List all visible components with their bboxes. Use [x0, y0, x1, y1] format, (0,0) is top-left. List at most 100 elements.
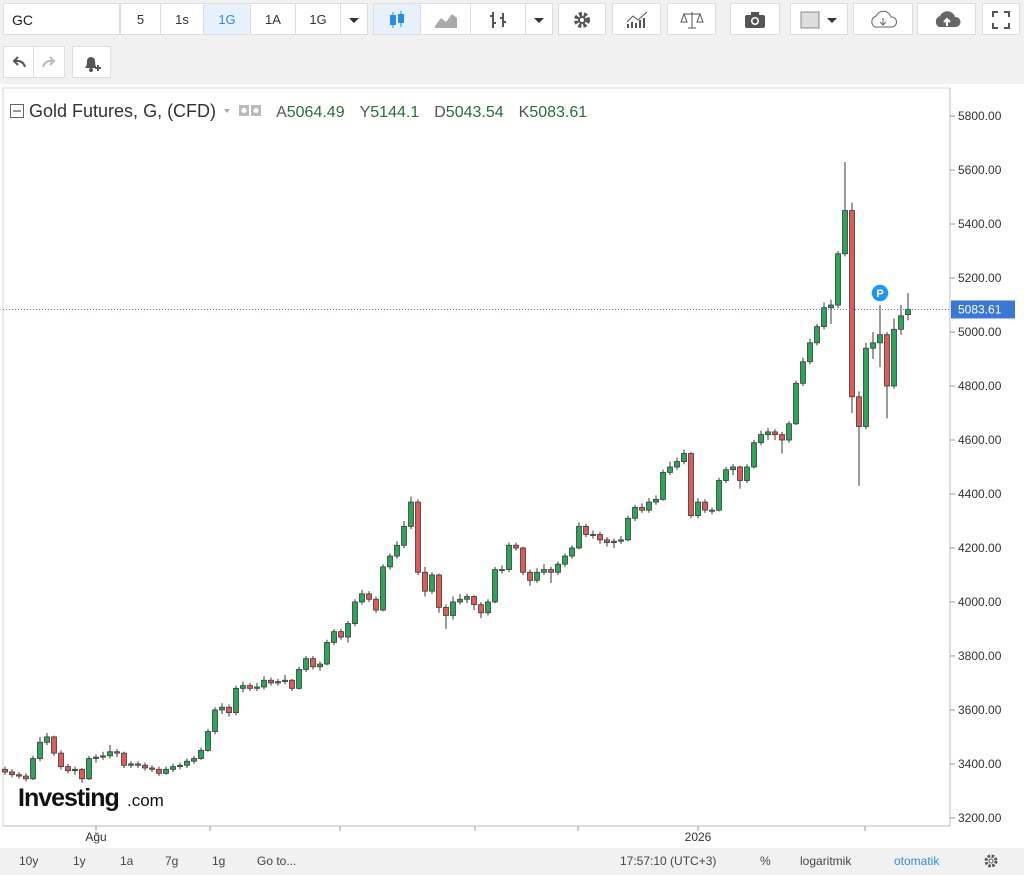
snapshot[interactable]	[730, 3, 780, 35]
area-style[interactable]	[420, 3, 471, 35]
range-button[interactable]: 10y	[19, 854, 39, 868]
y-tick-label: 5000.00	[958, 325, 1002, 339]
candle-body	[842, 210, 848, 255]
last-price-label: 5083.61	[958, 302, 1002, 316]
settings[interactable]	[558, 3, 606, 35]
candle-body	[422, 571, 428, 592]
candle-body	[79, 768, 85, 780]
ohlc-label: D	[434, 104, 446, 121]
fullscreen[interactable]	[982, 3, 1020, 35]
candle-body	[576, 525, 582, 549]
y-tick-label: 3600.00	[958, 703, 1002, 717]
interval-button[interactable]: 1G	[295, 3, 341, 35]
candle-body	[555, 563, 561, 573]
goto-button[interactable]: Go to...	[257, 854, 297, 868]
y-tick-label: 4800.00	[958, 379, 1002, 393]
settings-icon[interactable]	[983, 853, 999, 869]
undo[interactable]	[3, 46, 34, 78]
candle-body	[807, 342, 813, 363]
candle-body	[611, 540, 617, 543]
candle-body	[632, 507, 638, 519]
candle-body	[212, 709, 218, 732]
legend-icons[interactable]	[221, 104, 262, 118]
range-button[interactable]: 1y	[73, 854, 86, 868]
range-button[interactable]: 1a	[120, 854, 134, 868]
candle-body	[506, 544, 512, 570]
compare[interactable]	[667, 3, 716, 35]
range-button[interactable]: 7g	[165, 854, 179, 868]
candle-body	[177, 764, 183, 768]
candle-body	[51, 736, 57, 754]
percent-toggle[interactable]: %	[760, 854, 771, 868]
symbol-input[interactable]: GC	[3, 3, 120, 35]
candle-body	[625, 517, 631, 541]
candle-body	[527, 571, 533, 581]
auto-toggle[interactable]: otomatik	[894, 854, 940, 868]
candle-body	[317, 663, 323, 668]
watermark-brand: Investing	[18, 784, 119, 812]
candle-body	[303, 658, 309, 670]
bell-icon	[84, 57, 101, 72]
candle-body	[520, 547, 526, 573]
candle-body	[849, 210, 855, 398]
ohlc-value: 5083.61	[529, 104, 588, 121]
candle-body	[814, 326, 820, 344]
candle-body	[401, 525, 407, 546]
bar-style[interactable]	[470, 3, 526, 35]
log-toggle[interactable]: logaritmik	[800, 854, 852, 868]
cloud-up-icon	[935, 11, 961, 27]
candle-body	[646, 501, 652, 511]
save[interactable]	[917, 3, 976, 35]
y-tick-label: 4200.00	[958, 541, 1002, 555]
interval-button[interactable]: 1G	[203, 3, 251, 35]
interval-button[interactable]: 1A	[250, 3, 296, 35]
candle-body	[688, 453, 694, 516]
candle-body	[870, 342, 876, 349]
collapse-icon[interactable]	[10, 104, 24, 118]
candle-body	[548, 569, 554, 573]
candle-body	[604, 539, 610, 543]
interval-button[interactable]: 1s	[160, 3, 204, 35]
candle-body	[65, 766, 71, 772]
symbol: GC	[12, 12, 33, 28]
alert[interactable]	[72, 46, 111, 78]
fullscreen-icon	[992, 11, 1010, 29]
range-button[interactable]: 1g	[212, 854, 226, 868]
color-picker[interactable]	[790, 3, 848, 35]
dropdown[interactable]	[340, 3, 368, 35]
event-marker	[870, 283, 890, 303]
candle-body	[877, 334, 883, 344]
caret	[349, 18, 359, 23]
candle-body	[450, 601, 456, 616]
candle-body	[863, 347, 869, 427]
candle-body	[821, 307, 827, 328]
candle-body	[478, 604, 484, 614]
candle-body	[338, 631, 344, 638]
indicators[interactable]	[612, 3, 661, 35]
candle-body	[597, 534, 603, 541]
candle-body	[884, 334, 890, 387]
candle-body	[296, 669, 302, 689]
candle-body	[142, 764, 148, 769]
x-tick-label: 2026	[685, 830, 712, 844]
top-toolbar: GC 5 1s 1G 1A 1G	[0, 0, 1024, 38]
candle-style[interactable]	[373, 3, 421, 35]
redo[interactable]	[33, 46, 65, 78]
candle-body	[905, 309, 911, 316]
candle-body	[282, 679, 288, 682]
candle-body	[191, 758, 197, 762]
candle-body	[681, 453, 687, 462]
candle-body	[499, 569, 505, 571]
candle-body	[779, 434, 785, 441]
y-tick-label: 3200.00	[958, 811, 1002, 825]
candle-body	[471, 596, 477, 606]
y-tick-label: 5800.00	[958, 109, 1002, 123]
candle-body	[331, 631, 337, 643]
y-tick-label: 5400.00	[958, 217, 1002, 231]
interval-button[interactable]: 5	[120, 3, 161, 35]
dropdown[interactable]	[525, 3, 553, 35]
candle-body	[856, 396, 862, 427]
load[interactable]	[853, 3, 913, 35]
candle-body	[100, 755, 106, 758]
